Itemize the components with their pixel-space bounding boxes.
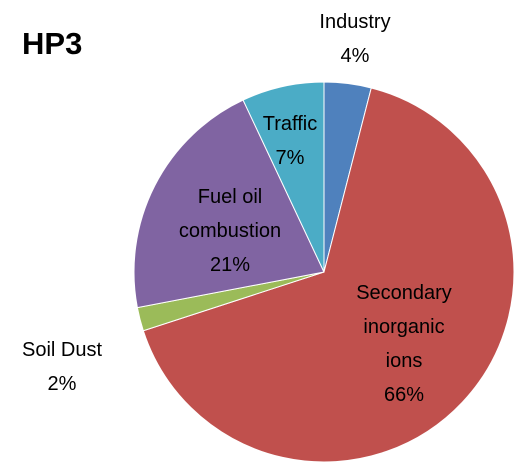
category-label: Industry <box>319 11 391 33</box>
value-label: 4% <box>340 45 370 67</box>
pie-slice <box>133 99 325 309</box>
slice-label: Industry 4% <box>295 5 415 73</box>
chart-title: HP3 <box>22 26 83 61</box>
slice-label: Soil Dust 2% <box>7 333 117 401</box>
value-label: 2% <box>47 373 77 395</box>
value-label: 66% <box>383 384 425 406</box>
category-label: Fuel oil combustion <box>178 186 282 242</box>
slice-label: Secondary inorganic ions 66% <box>349 276 459 412</box>
slice-label: Traffic 7% <box>245 107 335 175</box>
pie-slice <box>142 87 515 463</box>
category-label: Soil Dust <box>21 339 103 361</box>
pie-slice <box>242 81 325 273</box>
category-label: Secondary inorganic ions <box>356 282 452 372</box>
category-label: Traffic <box>262 113 318 135</box>
slice-label: Fuel oil combustion 21% <box>165 180 295 282</box>
value-label: 21% <box>209 254 251 276</box>
value-label: 7% <box>275 147 305 169</box>
